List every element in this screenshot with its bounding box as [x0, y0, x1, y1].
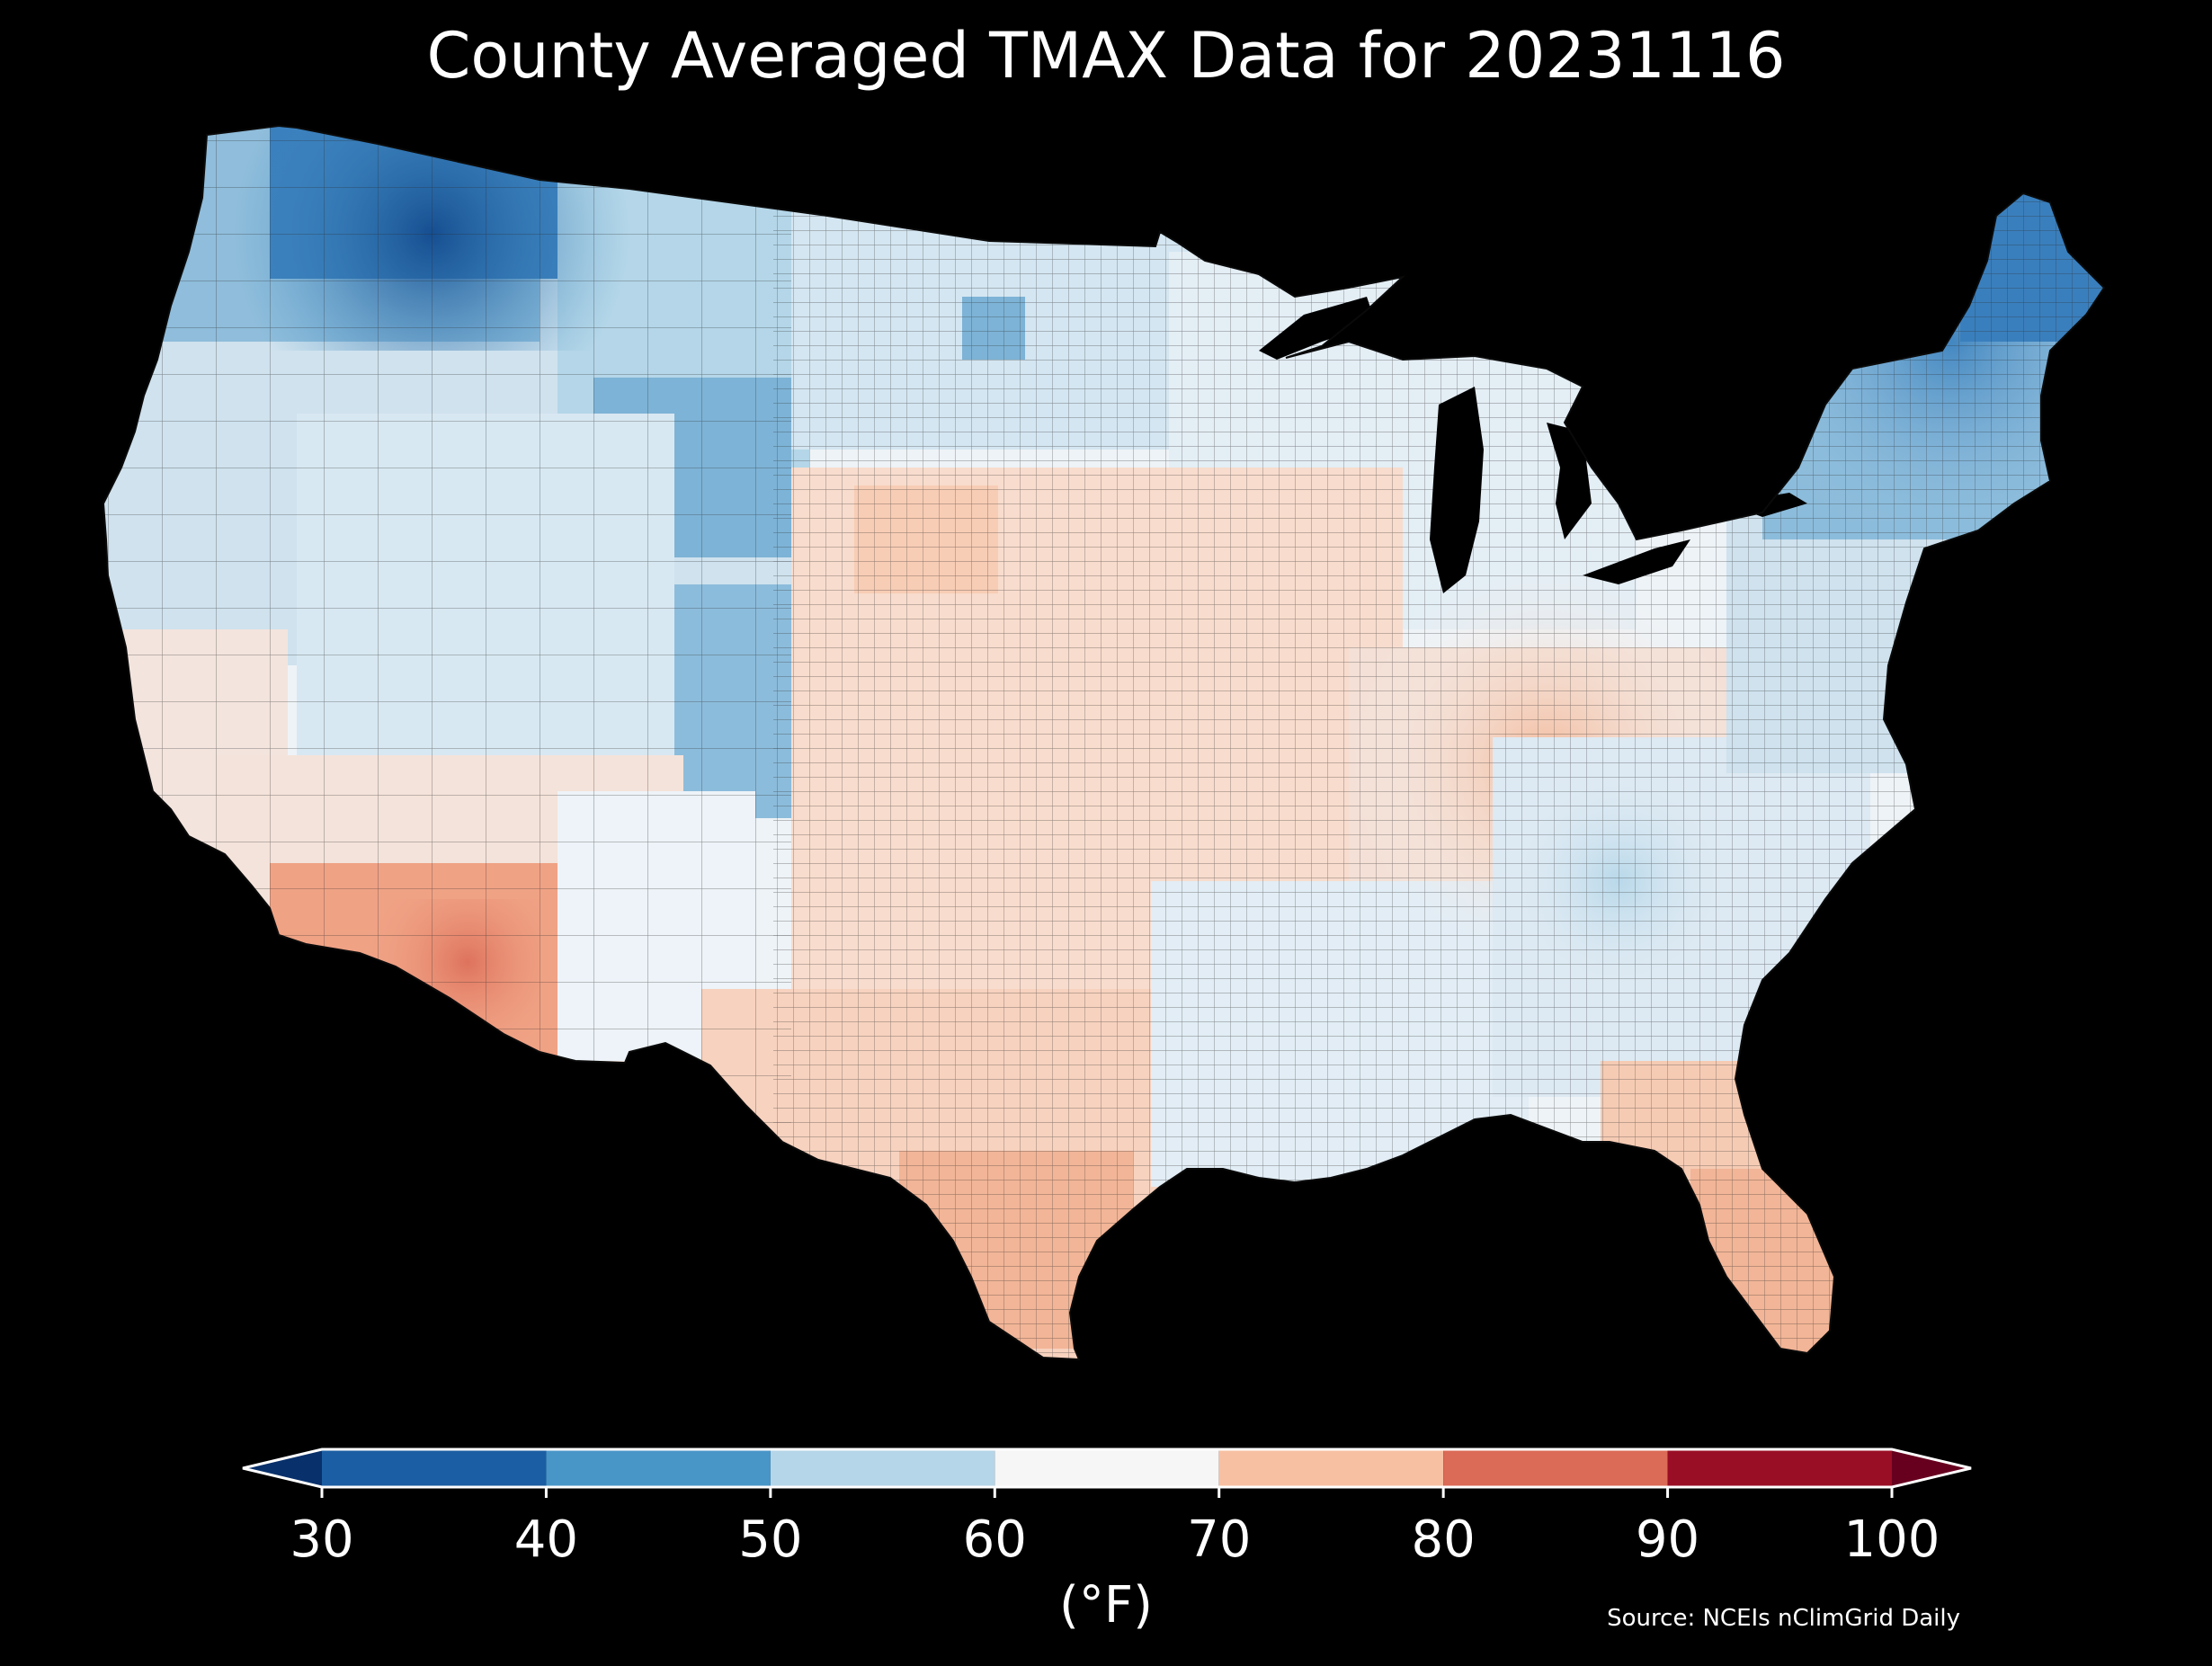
colorbar-tick-label: 30 [290, 1510, 354, 1569]
colorbar-tickmarks [320, 1487, 1894, 1498]
lake-erie [1583, 539, 1690, 584]
colorbar-bin [1443, 1449, 1668, 1487]
colorbar-units-label: (°F) [1059, 1576, 1153, 1635]
page-title: County Averaged TMAX Data for 20231116 [426, 19, 1786, 93]
great-lakes [1259, 297, 1807, 593]
colorbar-bin [1218, 1449, 1444, 1487]
colorbar-bin [322, 1449, 547, 1487]
colorbar-under-arrow [243, 1449, 322, 1487]
colorbar-tick-label: 60 [962, 1510, 1027, 1569]
colorbar-tick-label: 40 [513, 1510, 579, 1569]
lake-michigan [1430, 387, 1484, 593]
source-note: Source: NCEIs nClimGrid Daily [1607, 1605, 1960, 1632]
colorbar-bins [322, 1449, 1892, 1487]
us-outline [102, 124, 2106, 1361]
colorbar-tick-label: 50 [738, 1510, 803, 1569]
colorbar-tick-label: 80 [1411, 1510, 1476, 1569]
colorbar-tick-label: 70 [1187, 1510, 1252, 1569]
colorbar-tick-label: 100 [1843, 1510, 1940, 1569]
colorbar-bin [546, 1449, 771, 1487]
lake-ontario [1726, 493, 1807, 517]
lake-huron [1547, 423, 1592, 539]
colorbar-bin [995, 1449, 1219, 1487]
colorbar-bin [770, 1449, 995, 1487]
colorbar-tick-label: 90 [1635, 1510, 1700, 1569]
colorbar-bin [1667, 1449, 1892, 1487]
colorbar-over-arrow [1892, 1449, 1971, 1487]
lake-superior [1259, 297, 1376, 360]
